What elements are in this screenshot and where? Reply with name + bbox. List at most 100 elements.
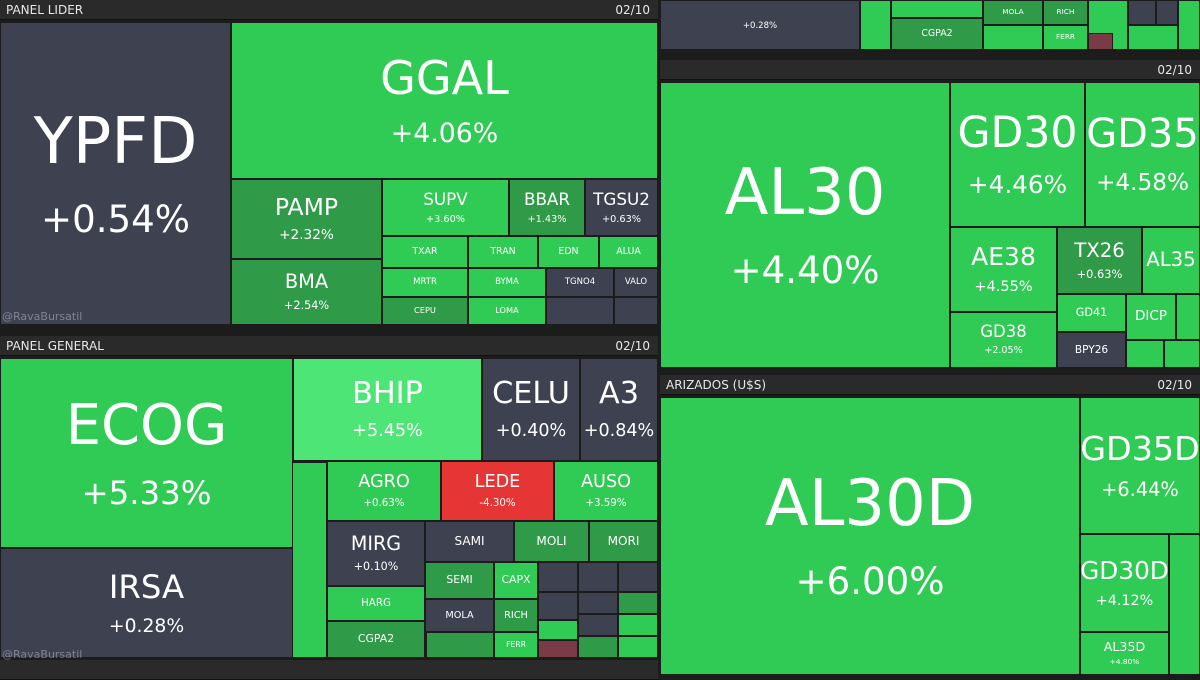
tile: TXAR bbox=[382, 236, 468, 268]
tile bbox=[618, 636, 658, 658]
tile-change: +4.06% bbox=[390, 117, 499, 149]
tile-label: FERR bbox=[506, 639, 526, 649]
tile-change: +6.44% bbox=[1101, 477, 1179, 501]
tile-label: VALO bbox=[624, 276, 648, 287]
tile bbox=[426, 632, 494, 658]
panel-title: PANEL GENERAL bbox=[6, 339, 104, 353]
tile-label: AGRO bbox=[358, 472, 410, 493]
tile-label: CGPA2 bbox=[357, 632, 395, 646]
tile bbox=[578, 592, 618, 614]
panel-header: 02/10 bbox=[660, 60, 1200, 80]
tile-label: TGSU2 bbox=[593, 188, 650, 209]
tile-label: BPY26 bbox=[1074, 343, 1109, 356]
tile-label: LOMA bbox=[495, 305, 519, 316]
tile bbox=[1178, 0, 1200, 50]
tile-label: RICH bbox=[1056, 7, 1075, 17]
tile: AL35D +4.80% bbox=[1080, 632, 1169, 675]
tile-label: TRAN bbox=[490, 245, 516, 257]
tile: AE38 +4.55% bbox=[950, 227, 1057, 312]
tile: TX26 +0.63% bbox=[1057, 227, 1142, 294]
tile: SEMI bbox=[425, 562, 494, 599]
panel-header: PANEL GENERAL 02/10 bbox=[0, 336, 658, 356]
tile-label: TX26 bbox=[1074, 238, 1125, 262]
tile: MRTR bbox=[382, 268, 468, 297]
tile-change: +4.40% bbox=[730, 249, 880, 293]
tile-label: DICP bbox=[1135, 308, 1167, 325]
tile-change: +3.60% bbox=[425, 214, 466, 226]
tile-label: MOLA bbox=[1002, 7, 1024, 17]
tile: GD30 +4.46% bbox=[950, 82, 1085, 227]
tile-change: +0.63% bbox=[601, 214, 642, 226]
tile-label: YPFD bbox=[33, 104, 198, 179]
tile-label: CEPU bbox=[414, 305, 436, 316]
tile bbox=[1176, 294, 1200, 340]
tile bbox=[860, 0, 891, 50]
tile: VALO bbox=[614, 268, 658, 297]
tile-label: BYMA bbox=[495, 276, 519, 287]
tile-change: +4.55% bbox=[974, 279, 1033, 296]
tile-label: GD38 bbox=[980, 321, 1027, 341]
tile: MIRG +0.10% bbox=[327, 521, 425, 586]
tile: BMA +2.54% bbox=[231, 259, 382, 325]
tile bbox=[618, 614, 658, 636]
tile-label: SAMI bbox=[454, 533, 485, 548]
tile: LOMA bbox=[468, 297, 546, 325]
tile: RICH bbox=[1043, 0, 1088, 25]
panel-title: PANEL LIDER bbox=[6, 3, 84, 17]
tile: BHIP +5.45% bbox=[293, 358, 482, 461]
tile: AL30 +4.40% bbox=[660, 82, 950, 368]
tile-label: AE38 bbox=[971, 242, 1036, 272]
tile: DICP bbox=[1126, 294, 1176, 340]
tile-label: BBAR bbox=[523, 188, 571, 209]
tile-label: HARG bbox=[361, 596, 391, 609]
tile bbox=[1126, 340, 1164, 368]
tile: MOLA bbox=[425, 599, 494, 632]
tile bbox=[1164, 340, 1200, 368]
tile-label: CAPX bbox=[501, 573, 531, 587]
tile-label: MOLA bbox=[445, 609, 474, 621]
tile-change: +4.46% bbox=[967, 170, 1068, 200]
tile-label: FERR bbox=[1055, 32, 1076, 42]
tile: YPFD +0.54% bbox=[0, 22, 231, 325]
tile bbox=[618, 592, 658, 614]
tile: BYMA bbox=[468, 268, 546, 297]
tile: LEDE -4.30% bbox=[441, 461, 554, 521]
tile-change: +5.33% bbox=[81, 473, 212, 512]
tile bbox=[1156, 0, 1178, 25]
panel-title: ARIZADOS (U$S) bbox=[666, 378, 767, 392]
tile bbox=[578, 614, 618, 636]
panel-header: PANEL LIDER 02/10 bbox=[0, 0, 658, 20]
tile-change: +0.28% bbox=[742, 21, 778, 32]
tile bbox=[983, 25, 1043, 50]
tile: AL30D +6.00% bbox=[660, 397, 1080, 675]
tile-change: +1.43% bbox=[527, 214, 567, 226]
tile-label: CGPA2 bbox=[921, 27, 953, 39]
tile-change: +0.10% bbox=[353, 559, 399, 573]
panel-date: 02/10 bbox=[1157, 378, 1192, 392]
tile-label: AL30 bbox=[724, 156, 886, 231]
tile-label: MIRG bbox=[350, 532, 402, 556]
tile: GD35D +6.44% bbox=[1080, 397, 1200, 534]
tile-change: -4.30% bbox=[479, 497, 516, 509]
tile-change: +4.80% bbox=[1109, 657, 1140, 667]
tile-label: GD30D bbox=[1080, 555, 1169, 585]
tile-label: GD41 bbox=[1075, 305, 1108, 319]
tile: MORI bbox=[589, 521, 658, 562]
tile-change: +0.28% bbox=[108, 615, 185, 637]
tile-change: +3.59% bbox=[585, 497, 627, 509]
panel-date: 02/10 bbox=[1157, 63, 1192, 77]
watermark: @RavaBursatil bbox=[2, 310, 83, 323]
tile-label: RICH bbox=[504, 609, 528, 621]
tile: ECOG +5.33% bbox=[0, 358, 293, 548]
tile-change: +0.63% bbox=[363, 497, 405, 509]
tile: CEPU bbox=[382, 297, 468, 325]
tile: PAMP +2.32% bbox=[231, 179, 382, 259]
tile: CGPA2 bbox=[891, 18, 983, 50]
watermark: @RavaBursatil bbox=[2, 648, 83, 661]
tile-change: +0.63% bbox=[1076, 267, 1123, 282]
tile bbox=[1128, 25, 1178, 50]
tile: GGAL +4.06% bbox=[231, 22, 658, 179]
tile: MOLA bbox=[983, 0, 1043, 25]
tile: GD41 bbox=[1057, 294, 1126, 332]
tile bbox=[538, 562, 578, 592]
